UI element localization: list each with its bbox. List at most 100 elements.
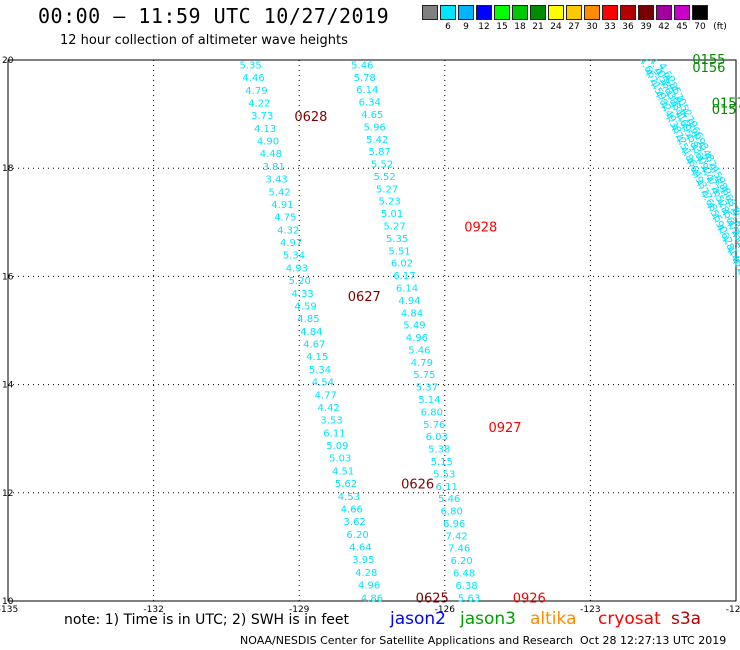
time-label: 0155 [692, 53, 725, 68]
legend-swatch [674, 5, 690, 20]
wave-height-center: 5.87 [369, 147, 391, 158]
y-tick-label: 12 [2, 489, 13, 499]
legend-swatch [458, 5, 474, 20]
wave-height-center: 5.78 [354, 73, 376, 84]
page-title: 00:00 – 11:59 UTC 10/27/2019 [38, 4, 390, 28]
wave-height-west: 5.34 [309, 365, 331, 376]
wave-height-west: 4.67 [303, 340, 325, 351]
wave-height-center: 5.51 [388, 246, 410, 257]
wave-height-center: 7.46 [448, 544, 470, 555]
wave-height-center: 5.52 [371, 160, 393, 171]
wave-height-west: 4.15 [306, 352, 328, 363]
legend-label: 36 [622, 22, 634, 32]
wave-height-center: 6.96 [443, 519, 465, 530]
legend-swatch [638, 5, 654, 20]
wave-height-center: 5.46 [351, 60, 373, 71]
wave-height-center: 5.23 [378, 197, 400, 208]
wave-height-west: 3.95 [352, 555, 374, 566]
legend-swatch [494, 5, 510, 20]
satellite-jason3: jason3 [460, 609, 516, 629]
wave-height-center: 7.42 [446, 531, 468, 542]
y-tick-label: 10 [2, 597, 14, 607]
legend-label: 33 [604, 22, 616, 32]
map-axes: -135 -132 -129 -126 -123 -120 20 18 16 14 12 10 [0, 56, 740, 615]
wave-height-west: 3.62 [344, 517, 366, 528]
wave-height-center: 4.79 [411, 358, 433, 369]
wave-height-west: 4.22 [248, 98, 270, 109]
altimeter-tracks: 5.354.464.794.223.734.134.904.483.813.43… [240, 56, 740, 605]
legend-label: 24 [550, 22, 562, 32]
legend-swatch [530, 5, 546, 20]
x-tick-label: -126 [435, 605, 456, 615]
legend-swatch [440, 5, 456, 20]
wave-height-west: 4.90 [257, 137, 279, 148]
satellite-cryosat: cryosat [598, 609, 661, 629]
time-label: 0928 [464, 221, 497, 236]
wave-height-west: 4.84 [300, 327, 322, 338]
wave-height-west: 4.91 [271, 200, 293, 211]
wave-height-center: 5.46 [438, 494, 460, 505]
credit-line: NOAA/NESDIS Center for Satellite Applica… [240, 634, 574, 647]
time-labels: 0628062706260625092809270926015501560157… [294, 53, 740, 606]
legend-label: 18 [514, 22, 526, 32]
wave-height-center: 6.34 [359, 98, 381, 109]
legend-label: 39 [640, 22, 652, 32]
wave-height-west: 5.42 [268, 187, 290, 198]
legend-swatch [620, 5, 636, 20]
wave-height-west: 4.86 [361, 593, 383, 604]
wave-height-center: 5.38 [428, 445, 450, 456]
legend-swatch [476, 5, 492, 20]
page-subtitle: 12 hour collection of altimeter wave hei… [60, 33, 348, 48]
wave-height-center: 5.14 [418, 395, 440, 406]
x-tick-label: -129 [289, 605, 310, 615]
legend-label: 70 [694, 22, 706, 32]
y-tick-label: 14 [2, 381, 14, 391]
wave-height-west: 4.32 [277, 225, 299, 236]
time-label: 0157 [712, 96, 740, 111]
legend-swatch [656, 5, 672, 20]
wave-height-center: 6.14 [396, 283, 418, 294]
legend-label: 15 [496, 22, 508, 32]
wave-height-west: 4.51 [332, 466, 354, 477]
wave-height-west: 5.35 [240, 60, 262, 71]
time-label: 0628 [294, 110, 327, 125]
legend-swatch [584, 5, 600, 20]
wave-height-center: 6.80 [441, 507, 463, 518]
x-tick-label: -132 [143, 605, 163, 615]
wave-height-center: 4.84 [401, 308, 423, 319]
legend-label: 9 [463, 22, 469, 32]
wave-height-ne: 4.79 [728, 256, 740, 281]
legend-label: 45 [676, 22, 688, 32]
legend-swatch [566, 5, 582, 20]
wave-height-center: 5.27 [383, 222, 405, 233]
wave-height-center: 6.14 [356, 85, 378, 96]
y-tick-label: 20 [2, 56, 14, 66]
wave-height-west: 3.81 [263, 162, 285, 173]
wave-height-west: 5.09 [326, 441, 348, 452]
wave-height-ne: 4.68 [728, 229, 740, 254]
wave-height-west: 5.20 [289, 276, 311, 287]
wave-height-west: 4.79 [245, 86, 267, 97]
wave-height-center: 5.01 [381, 209, 403, 220]
legend-swatch [422, 5, 438, 20]
wave-height-west: 4.54 [312, 378, 334, 389]
legend-label: 6 [445, 22, 451, 32]
satellite-jason2: jason2 [390, 609, 446, 629]
wave-height-west: 4.66 [341, 504, 363, 515]
legend-swatch [692, 5, 708, 20]
wave-height-center: 5.63 [458, 593, 480, 604]
wave-height-center: 6.20 [450, 556, 472, 567]
wave-height-center: 6.38 [455, 581, 477, 592]
time-label: 0627 [348, 290, 381, 305]
wave-height-center: 5.76 [423, 420, 445, 431]
wave-height-west: 4.64 [349, 543, 371, 554]
wave-height-west: 5.03 [329, 454, 351, 465]
satellite-s3a: s3a [671, 609, 702, 629]
wave-height-west: 4.46 [242, 73, 264, 84]
wave-height-west: 3.53 [320, 416, 342, 427]
wave-height-center: 5.42 [366, 135, 388, 146]
y-tick-label: 16 [2, 272, 14, 282]
x-tick-label: -120 [726, 605, 740, 615]
wave-height-west: 3.73 [251, 111, 273, 122]
